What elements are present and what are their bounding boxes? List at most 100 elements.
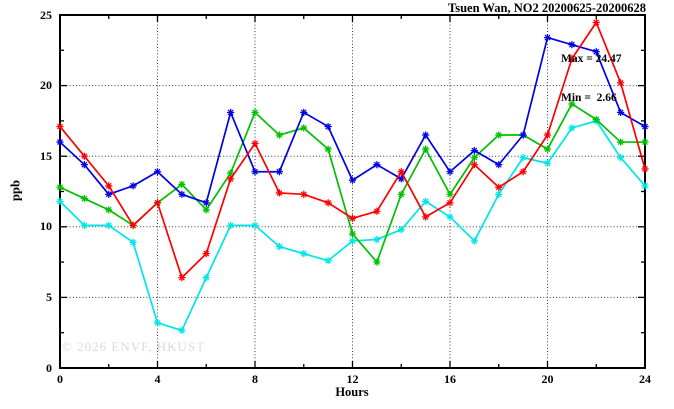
series-blue-marker [348,176,357,184]
series-red-marker [153,199,162,207]
series-cyan-marker [397,226,405,234]
series-cyan-marker [324,257,332,265]
series-cyan-marker [80,221,88,229]
series-cyan-marker [373,235,381,244]
series-green-marker [373,258,381,266]
max-min-annotation: Max = 24.47 Min = 2.66 [561,27,622,131]
series-cyan-marker [470,237,478,245]
series-green-marker [80,194,88,203]
y-axis-label: ppb [8,180,23,201]
series-blue-marker [275,168,283,176]
x-tick-label: 24 [639,372,651,386]
series-blue-marker [397,175,405,183]
series-red-marker [519,168,527,176]
series-cyan-marker [568,124,576,132]
watermark: © 2026 ENVF, HKUST [62,339,206,354]
series-red-marker [80,152,88,160]
series-cyan-marker [617,154,625,162]
series-red-marker [543,131,552,139]
series-green-marker [592,115,600,124]
y-tick-label: 10 [40,219,52,234]
chart-title: Tsuen Wan, NO2 20200625-20200628 [448,1,646,15]
series-green-marker [397,190,405,198]
series-red [56,18,649,282]
series-red-marker [202,250,210,258]
series-cyan-marker [495,190,503,198]
series-blue-marker [178,190,186,198]
series-green-marker [348,230,357,238]
series-green-marker [422,145,430,153]
series-cyan-marker [202,274,210,282]
series-green-marker [178,180,186,189]
series-blue-marker [129,182,137,190]
series-blue-marker [251,168,259,176]
series-blue-marker [422,131,430,139]
series-green-marker [324,145,332,153]
series-green-marker [470,154,478,162]
series-blue-marker [153,168,162,176]
x-axis-label: Hours [335,385,369,399]
series-blue-marker [568,41,576,49]
series-blue-marker [56,138,64,146]
series-green-marker [495,131,503,139]
series-cyan-marker [56,197,64,205]
series-blue-marker [592,48,600,56]
series-red-marker [592,18,600,27]
series-blue-marker [202,199,210,207]
series-red-marker [275,189,283,197]
series-cyan [56,117,649,335]
series-green-marker [275,131,283,139]
series-red-marker [495,183,503,191]
series-red-marker [348,214,357,222]
series-red-marker [617,79,625,87]
y-tick-label: 0 [46,360,52,375]
series-green-marker [300,124,308,132]
series-blue-marker [105,190,113,198]
max-annotation: Max = 24.47 [561,53,622,65]
series-cyan-marker [275,242,283,251]
series-blue-marker [495,161,503,169]
series-blue-marker [80,161,88,169]
series-red-marker [300,190,308,198]
series-green-marker [105,206,113,214]
series-red-marker [178,274,186,282]
y-tick-label: 20 [40,78,52,93]
series-cyan-marker [519,154,527,162]
series-green-marker [543,145,552,153]
series-red-marker [641,165,649,173]
series-red-marker [227,175,235,183]
series-red-marker [129,221,137,229]
series-green-marker [251,108,259,117]
series-red-marker [373,207,381,215]
x-tick-label: 12 [346,372,359,386]
series-cyan-marker [422,197,430,205]
x-tick-label: 0 [57,372,63,386]
series-blue-marker [519,131,527,139]
series-cyan-marker [543,159,552,167]
series-cyan-marker [129,238,137,246]
series-cyan-marker [348,237,357,245]
x-tick-label: 4 [154,372,161,386]
series-blue-marker [373,161,381,169]
x-tick-label: 16 [444,372,456,386]
series-green-marker [446,190,454,198]
series-red-marker [470,161,478,169]
series-cyan-marker [227,221,235,229]
series-green-marker [641,138,649,146]
series-cyan-marker [641,182,649,190]
series-blue-marker [617,108,625,117]
y-tick-label: 15 [40,148,52,163]
series-blue [56,33,649,207]
series-cyan-marker [153,319,162,327]
series-red-marker [397,168,405,176]
series-blue-marker [324,122,332,131]
x-tick-label: 20 [541,372,554,386]
series-red-marker [568,55,576,63]
series-cyan-marker [105,221,113,229]
y-tick-label: 25 [40,7,52,22]
series-cyan-marker [446,213,454,221]
series-red-marker [56,122,64,131]
y-tick-label: 5 [46,289,52,304]
series-green-marker [568,100,576,108]
